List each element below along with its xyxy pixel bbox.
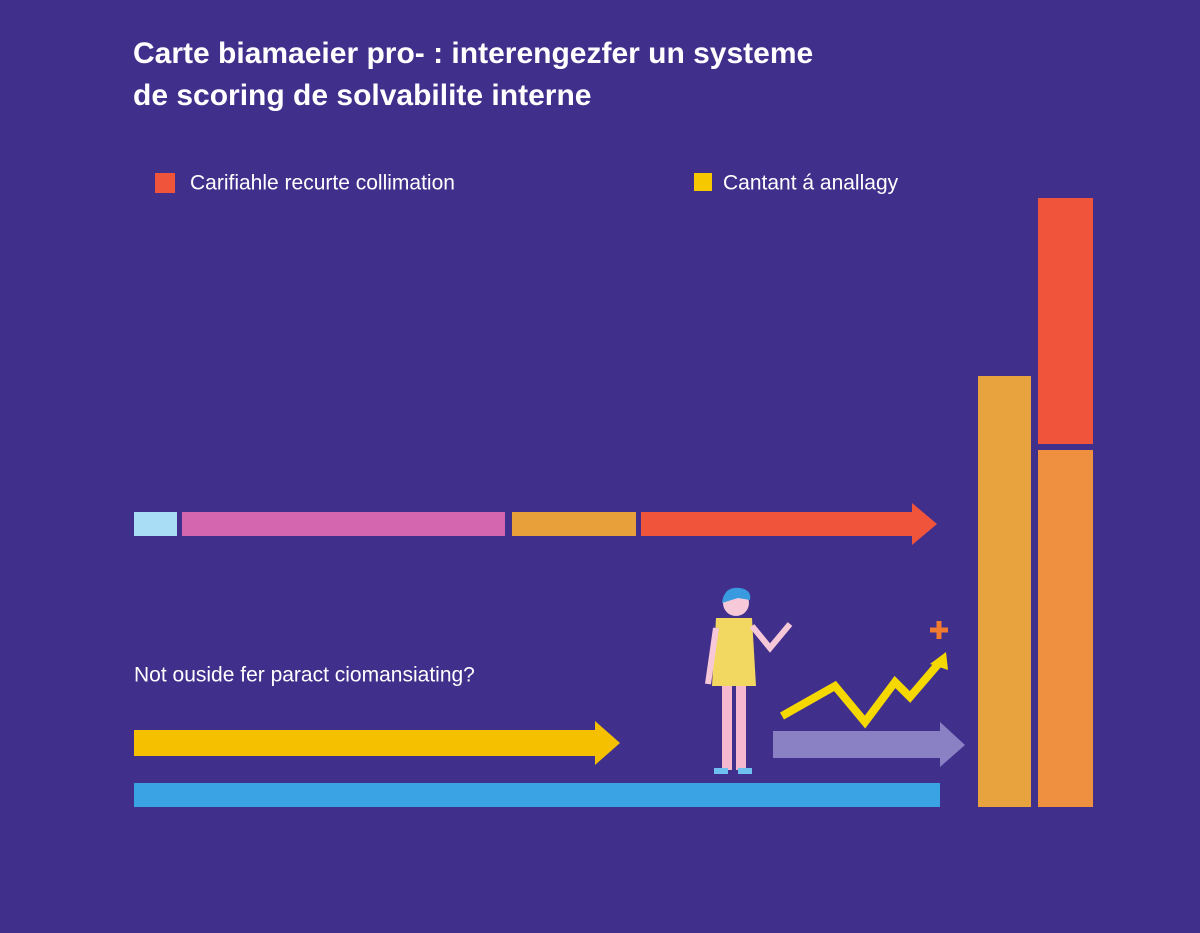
arm — [705, 627, 719, 685]
legend-swatch — [694, 173, 712, 191]
column — [1038, 198, 1093, 444]
arrow — [641, 503, 937, 545]
leg — [736, 682, 746, 770]
legend-swatch — [155, 173, 175, 193]
column — [1038, 450, 1093, 807]
hair — [722, 587, 751, 603]
arrow — [134, 721, 620, 765]
leg — [722, 682, 732, 770]
question: Not ouside fer paract ciomansiating? — [134, 664, 475, 687]
bar — [134, 783, 940, 807]
legend-label: Carifiahle recurte collimation — [190, 172, 455, 195]
segment — [512, 512, 636, 536]
segment — [182, 512, 505, 536]
arm — [749, 622, 793, 653]
trend-line — [780, 659, 944, 729]
arrow — [773, 722, 965, 767]
person — [705, 587, 793, 774]
column — [978, 376, 1031, 807]
plus-icon — [930, 621, 948, 639]
shoe — [714, 768, 728, 774]
segment — [134, 512, 177, 536]
title-line: de scoring de solvabilite interne — [133, 79, 591, 112]
title-line: Carte biamaeier pro- : interengezfer un … — [133, 37, 813, 70]
legend-label: Cantant á anallagy — [723, 172, 899, 195]
shoe — [738, 768, 752, 774]
torso — [712, 618, 756, 686]
trend-head — [930, 652, 948, 670]
